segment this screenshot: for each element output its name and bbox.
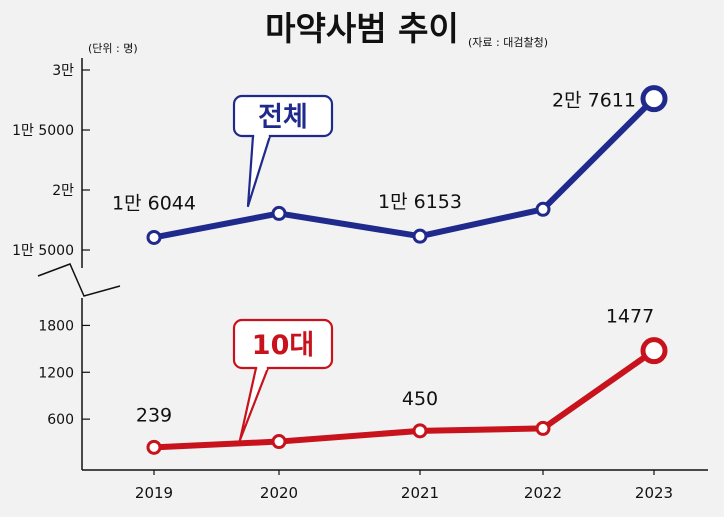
data-point [271,434,287,450]
callout-join [257,366,267,370]
data-point [640,337,668,365]
data-point [535,420,551,436]
source-note: (자료 : 대검찰청) [468,36,548,49]
x-tick-label: 2020 [260,484,298,502]
callout-tail [238,366,270,442]
series-name-label: 전체 [258,102,308,133]
callout-box [232,318,334,370]
x-tick-label: 2019 [135,484,173,502]
x-axis: 2019 2020 2021 2022 2023 [135,470,673,502]
plot-frame [81,58,708,471]
data-label: 1477 [606,306,654,328]
upper-y-tick-label: 1만 5000 [12,123,74,139]
lower-y-tick-label: 1200 [38,365,74,381]
upper-y-tick-label: 3만 [52,63,74,79]
callout-tail [246,134,272,208]
series-line [151,95,657,241]
axis-break-mark [37,263,121,297]
data-point [271,205,287,221]
unit-label: (단위 : 명) [88,42,138,55]
chart-title: 마약사범 추이 [265,9,459,48]
callout-join [254,134,269,138]
x-tick-label: 2022 [524,484,562,502]
x-tick-label: 2023 [635,484,673,502]
data-label: 239 [136,404,172,426]
lower-y-tick-label: 1800 [38,318,74,334]
series-layer: 전체 1만 6044 1만 6153 2만 7611 10대 239 450 1477 [112,85,668,455]
series-lower: 10대 239 450 1477 [136,306,668,455]
data-point [412,228,428,244]
series-name-label: 10대 [252,330,314,361]
x-tick-label: 2021 [401,484,439,502]
callout-box [232,94,334,138]
data-point [146,229,162,245]
series-upper: 전체 1만 6044 1만 6153 2만 7611 [112,85,668,245]
data-label: 2만 7611 [552,90,636,112]
data-label: 1만 6044 [112,192,196,214]
upper-y-tick-label: 1만 5000 [12,243,74,259]
data-point [146,439,162,455]
upper-y-tick-label: 2만 [52,183,74,199]
data-point [412,423,428,439]
upper-y-axis: 1만 5000 2만 1만 5000 3만 [12,63,90,259]
data-point [640,85,668,113]
data-label: 450 [402,388,438,410]
data-label: 1만 6153 [378,191,462,213]
lower-y-axis: 600 1200 1800 [38,318,90,428]
data-point [535,201,551,217]
lower-y-tick-label: 600 [47,412,74,428]
